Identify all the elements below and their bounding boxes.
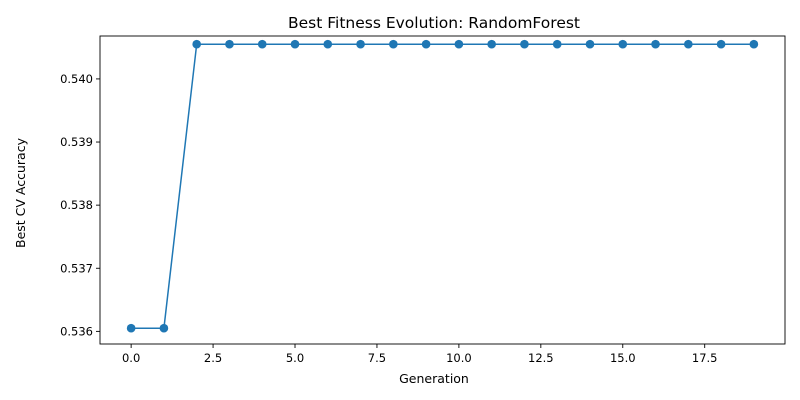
data-point	[618, 39, 628, 49]
data-point	[421, 39, 431, 49]
plot-frame	[99, 35, 786, 345]
chart-title: Best Fitness Evolution: RandomForest	[288, 14, 580, 32]
y-tick-label: 0.536	[60, 324, 93, 338]
y-tick-label: 0.538	[60, 198, 93, 212]
data-point	[356, 39, 365, 49]
data-point	[487, 39, 496, 49]
y-tick-label: 0.537	[60, 261, 93, 275]
data-point	[192, 39, 201, 49]
x-tick-label: 17.5	[692, 351, 718, 365]
data-point	[126, 323, 136, 333]
y-tick-label: 0.539	[60, 135, 93, 149]
x-axis-label: Generation	[399, 371, 469, 386]
x-tick-label: 2.5	[204, 351, 222, 365]
data-point	[520, 39, 529, 49]
series-line	[131, 43, 754, 329]
x-tick-label: 12.5	[528, 351, 554, 365]
x-tick-label: 7.5	[368, 351, 386, 365]
x-axis: 0.0 2.5 5.0 7.5 10.0 12.5 15.0 17.5	[122, 344, 718, 365]
y-axis: 0.536 0.537 0.538 0.539 0.540	[60, 72, 100, 338]
data-point	[389, 39, 398, 49]
data-point	[290, 39, 300, 49]
data-point	[257, 39, 267, 49]
data-point	[323, 39, 333, 49]
data-point	[651, 39, 660, 49]
y-tick-label: 0.540	[60, 72, 93, 86]
x-tick-label: 0.0	[122, 351, 140, 365]
data-point	[454, 39, 464, 49]
data-point	[749, 39, 759, 49]
data-point	[225, 39, 234, 49]
x-tick-label: 5.0	[286, 351, 304, 365]
data-point	[552, 39, 562, 49]
data-point	[159, 323, 169, 333]
y-axis-label: Best CV Accuracy	[13, 137, 28, 248]
plot-area	[99, 35, 786, 345]
data-point	[585, 39, 595, 49]
data-point	[716, 39, 726, 49]
x-tick-label: 10.0	[446, 351, 472, 365]
data-point	[684, 39, 693, 49]
x-tick-label: 15.0	[610, 351, 636, 365]
